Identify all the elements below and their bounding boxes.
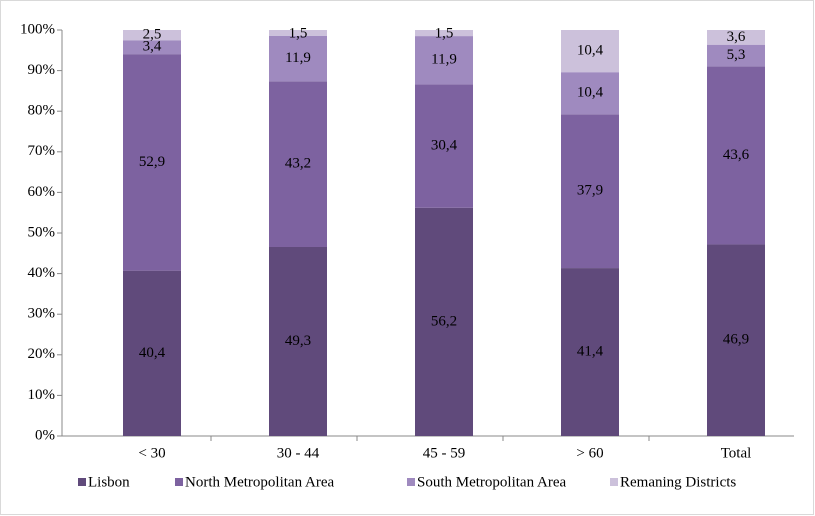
data-label: 11,9 xyxy=(285,50,311,66)
data-label: 40,4 xyxy=(139,345,166,361)
data-label: 41,4 xyxy=(577,343,604,359)
y-tick-label: 50% xyxy=(28,224,56,240)
bar-segment xyxy=(269,30,327,36)
bar-segment xyxy=(415,207,473,436)
bar-segment xyxy=(269,35,327,82)
legend-label: Lisbon xyxy=(88,474,130,490)
data-label: 10,4 xyxy=(577,85,604,101)
bar-segment xyxy=(415,36,473,85)
data-label: 1,5 xyxy=(435,25,454,41)
y-tick-label: 70% xyxy=(28,143,56,159)
bar-segment xyxy=(707,44,765,67)
legend-swatch xyxy=(610,478,618,486)
x-tick-label: 45 - 59 xyxy=(423,445,466,461)
x-tick-label: < 30 xyxy=(138,445,165,461)
bar-segment xyxy=(561,268,619,436)
bar-segment xyxy=(707,30,765,45)
legend-label: North Metropolitan Area xyxy=(185,474,334,490)
bar-segment xyxy=(561,72,619,115)
bar-segment xyxy=(123,30,181,41)
data-label: 43,6 xyxy=(723,147,750,163)
data-label: 52,9 xyxy=(139,154,165,170)
legend-label: Remaning Districts xyxy=(620,474,736,490)
y-tick-label: 0% xyxy=(35,427,55,443)
bar-segment xyxy=(707,244,765,436)
x-tick-label: 30 - 44 xyxy=(277,445,320,461)
data-label: 3,4 xyxy=(143,39,162,55)
bar-segment xyxy=(269,81,327,247)
y-tick-label: 100% xyxy=(20,21,55,37)
bar-segment xyxy=(561,30,619,73)
legend-swatch xyxy=(407,478,415,486)
x-tick-label: > 60 xyxy=(576,445,603,461)
data-label: 49,3 xyxy=(285,333,311,349)
data-label: 1,5 xyxy=(289,25,308,41)
legend-swatch xyxy=(78,478,86,486)
data-label: 30,4 xyxy=(431,138,458,154)
bar-segment xyxy=(707,66,765,245)
bar-segment xyxy=(123,54,181,271)
bar-segment xyxy=(561,114,619,269)
bar-segment xyxy=(415,84,473,208)
x-tick-label: Total xyxy=(721,445,752,461)
data-label: 11,9 xyxy=(431,52,457,68)
data-label: 43,2 xyxy=(285,156,311,172)
y-tick-label: 10% xyxy=(28,387,56,403)
bar-segment xyxy=(123,40,181,55)
y-tick-label: 90% xyxy=(28,62,56,78)
data-label: 5,3 xyxy=(727,47,746,63)
data-label: 10,4 xyxy=(577,43,604,59)
bar-segment xyxy=(269,246,327,436)
bar-segment xyxy=(415,30,473,37)
y-tick-label: 80% xyxy=(28,103,56,119)
data-label: 46,9 xyxy=(723,332,749,348)
data-label: 56,2 xyxy=(431,313,457,329)
bar-segment xyxy=(123,270,181,436)
y-tick-label: 30% xyxy=(28,306,56,322)
data-label: 2,5 xyxy=(143,27,162,43)
legend-label: South Metropolitan Area xyxy=(417,474,566,490)
data-label: 3,6 xyxy=(727,29,746,45)
y-tick-label: 60% xyxy=(28,184,56,200)
y-tick-label: 40% xyxy=(28,265,56,281)
legend-swatch xyxy=(175,478,183,486)
data-label: 37,9 xyxy=(577,183,603,199)
y-tick-label: 20% xyxy=(28,346,56,362)
